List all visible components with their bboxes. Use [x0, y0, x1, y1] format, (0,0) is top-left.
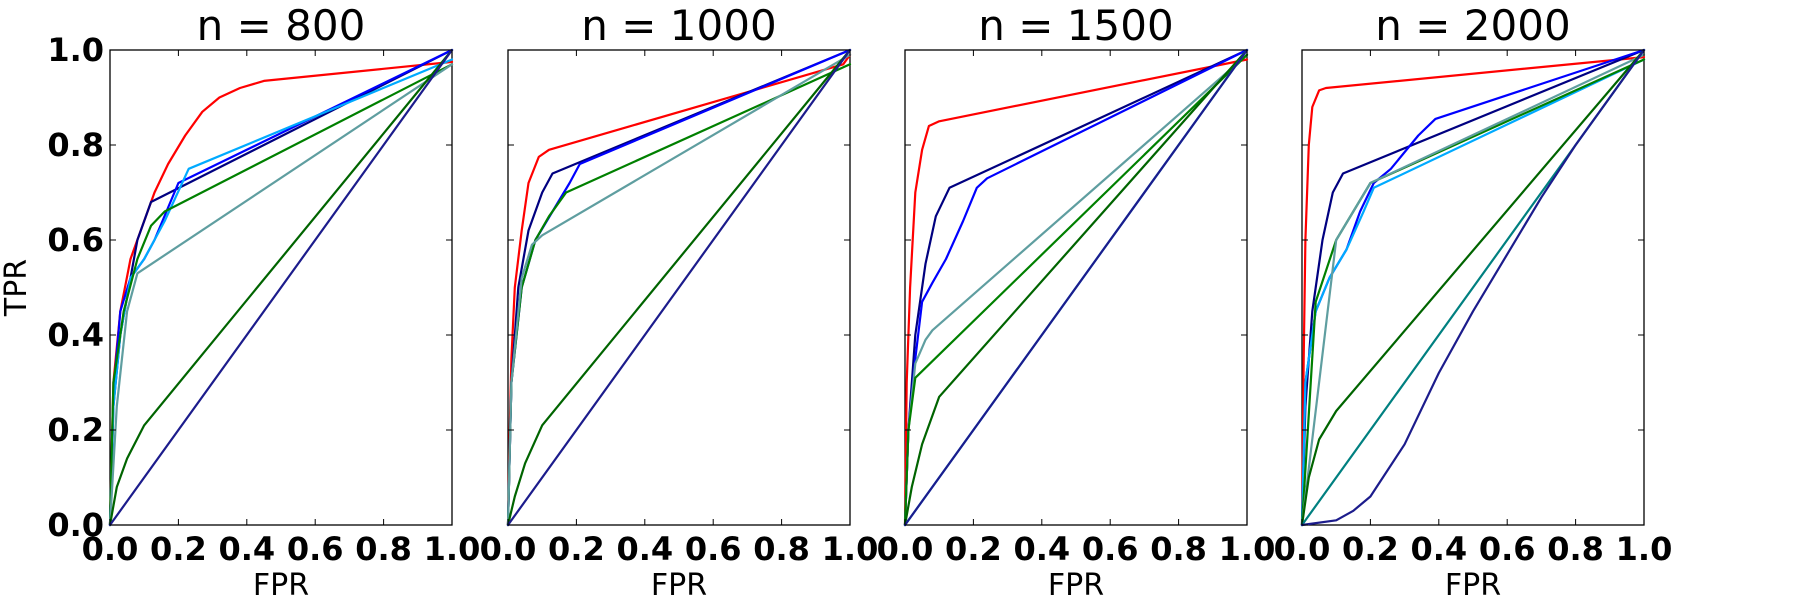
- roc-curve-8: [903, 48, 1249, 527]
- x-tick-label: 0.6: [1479, 530, 1536, 568]
- roc-curve-7: [1300, 48, 1646, 527]
- plot-frame: [507, 49, 851, 526]
- panel-title: n = 2000: [1375, 1, 1570, 50]
- x-tick-label: 0.4: [1013, 530, 1070, 568]
- x-tick-label: 1.0: [822, 530, 879, 568]
- roc-curve-1: [903, 58, 1249, 527]
- y-axis-label: TPR: [0, 259, 34, 317]
- x-tick-label: 0.2: [548, 530, 605, 568]
- panel-title: n = 1000: [581, 1, 776, 50]
- x-axis-label: FPR: [253, 568, 309, 597]
- x-tick-label: 0.4: [616, 530, 673, 568]
- chart-panel-2: 0.0 0.2 0.4 0.6 0.8 1.0 n = 1000 FPR: [480, 1, 879, 597]
- x-axis-label: FPR: [1048, 568, 1104, 597]
- y-tick-label: 0.6: [47, 221, 104, 259]
- plot-frame: [1301, 49, 1645, 526]
- roc-curve-7: [506, 48, 852, 527]
- roc-curve-4: [506, 63, 852, 527]
- x-tick-label: 0.8: [1547, 530, 1604, 568]
- roc-curve-9: [1300, 48, 1646, 527]
- roc-curve-4: [1300, 58, 1646, 527]
- roc-curve-6: [506, 48, 852, 527]
- x-tick-label: 0.0: [877, 530, 934, 568]
- y-tick-label: 1.0: [47, 31, 104, 69]
- roc-curve-5: [108, 63, 454, 527]
- x-tick-label: 0.2: [150, 530, 207, 568]
- y-tick-label: 0.4: [47, 316, 104, 354]
- panel-title: n = 1500: [978, 1, 1173, 50]
- plot-frame: [904, 49, 1248, 526]
- x-tick-label: 0.2: [1342, 530, 1399, 568]
- roc-curve-8: [108, 48, 454, 527]
- x-tick-label: 0.2: [945, 530, 1002, 568]
- chart-panel-3: 0.0 0.2 0.4 0.6 0.8 1.0 n = 1500 FPR: [877, 1, 1276, 597]
- roc-curve-5: [506, 53, 852, 527]
- roc-curve-6: [1300, 53, 1646, 527]
- x-tick-label: 0.6: [1082, 530, 1139, 568]
- x-tick-label: 0.0: [480, 530, 537, 568]
- roc-curve-5: [903, 53, 1249, 527]
- x-axis-label: FPR: [651, 568, 707, 597]
- x-tick-label: 0.6: [685, 530, 742, 568]
- y-tick-label: 0.8: [47, 126, 104, 164]
- roc-curve-6: [108, 63, 454, 527]
- x-axis-label: FPR: [1445, 568, 1501, 597]
- roc-curve-6: [903, 48, 1249, 527]
- chart-panel-4: 0.0 0.2 0.4 0.6 0.8 1.0 n = 2000 FPR: [1274, 1, 1673, 597]
- y-tick-label: 0.0: [47, 506, 104, 544]
- plot-frame: [109, 49, 453, 526]
- roc-curve-4: [108, 58, 454, 527]
- chart-panel-1: 0.0 0.2 0.4 0.6 0.8 1.0 0.0 0.2 0.4 0.6 0.8 1.0 n = …: [0, 1, 480, 597]
- x-tick-label: 1.0: [424, 530, 481, 568]
- roc-curve-1: [1300, 56, 1646, 527]
- x-tick-label: 0.6: [287, 530, 344, 568]
- x-tick-label: 0.8: [753, 530, 810, 568]
- x-tick-label: 1.0: [1219, 530, 1276, 568]
- x-tick-label: 1.0: [1616, 530, 1673, 568]
- x-tick-label: 0.0: [82, 530, 139, 568]
- x-tick-label: 0.8: [355, 530, 412, 568]
- roc-curve-7: [108, 48, 454, 527]
- x-tick-label: 0.4: [218, 530, 275, 568]
- x-tick-label: 0.8: [1150, 530, 1207, 568]
- y-tick-label: 0.2: [47, 411, 104, 449]
- x-tick-label: 0.4: [1410, 530, 1467, 568]
- panel-title: n = 800: [197, 1, 366, 50]
- x-tick-label: 0.0: [1274, 530, 1331, 568]
